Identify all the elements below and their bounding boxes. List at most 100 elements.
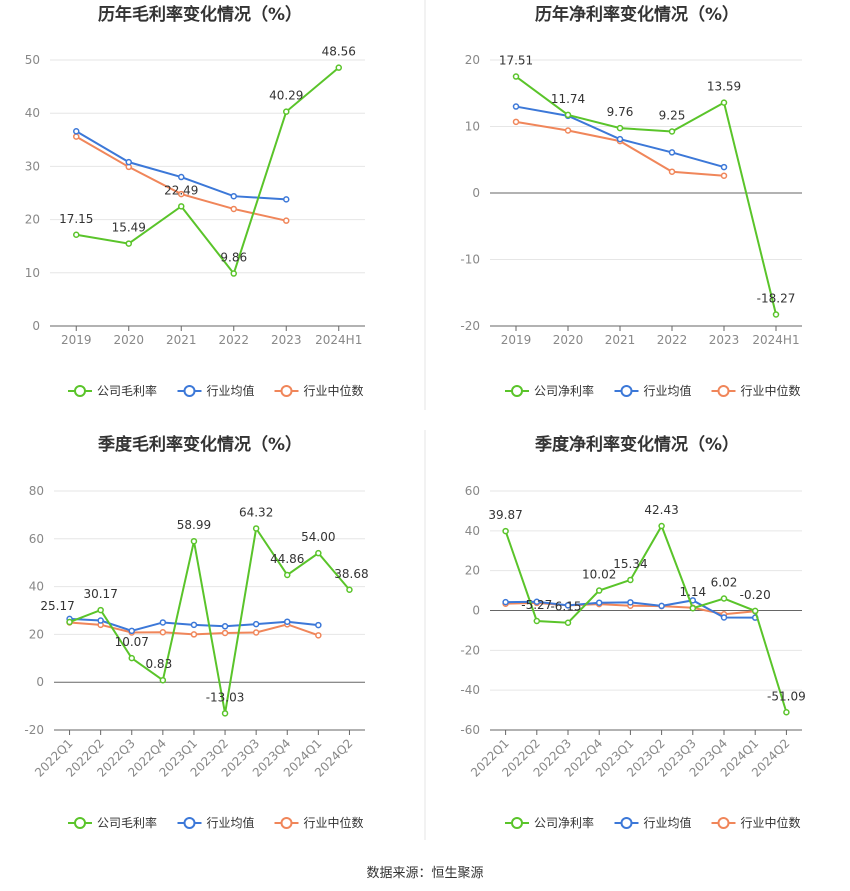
- data-point[interactable]: [668, 149, 676, 156]
- legend-item[interactable]: 公司净利率: [505, 815, 594, 830]
- data-point[interactable]: [720, 99, 728, 106]
- legend-item[interactable]: 行业中位数: [711, 383, 801, 398]
- legend-label: 行业均值: [644, 383, 692, 398]
- data-point[interactable]: [73, 133, 80, 140]
- data-point[interactable]: [512, 73, 520, 80]
- legend-item[interactable]: 公司毛利率: [68, 383, 157, 398]
- data-point[interactable]: [159, 628, 167, 636]
- x-tick-label: 2021: [605, 333, 636, 347]
- data-point[interactable]: [658, 522, 665, 530]
- data-label: -18.27: [757, 291, 796, 305]
- legend-item[interactable]: 行业均值: [177, 383, 255, 398]
- data-point[interactable]: [178, 203, 185, 210]
- data-label: 22.49: [164, 183, 198, 197]
- data-label: 10.07: [115, 635, 149, 649]
- data-point[interactable]: [315, 549, 322, 557]
- data-point[interactable]: [751, 607, 759, 615]
- data-point[interactable]: [159, 676, 167, 684]
- data-point[interactable]: [190, 631, 198, 638]
- data-point[interactable]: [125, 240, 132, 247]
- data-point[interactable]: [335, 64, 342, 71]
- data-label: 40.29: [269, 89, 303, 103]
- legend-item[interactable]: 行业中位数: [274, 815, 364, 830]
- data-point[interactable]: [564, 619, 572, 626]
- data-point[interactable]: [283, 196, 290, 203]
- legend-item[interactable]: 行业中位数: [711, 815, 801, 830]
- data-point[interactable]: [720, 172, 728, 179]
- data-point[interactable]: [283, 217, 290, 224]
- data-point[interactable]: [346, 586, 353, 594]
- legend-marker-icon: [183, 817, 196, 829]
- legend-item[interactable]: 行业均值: [177, 815, 255, 830]
- data-point[interactable]: [533, 617, 541, 625]
- data-point[interactable]: [627, 576, 634, 584]
- data-point[interactable]: [512, 103, 520, 110]
- data-point[interactable]: [783, 709, 790, 716]
- data-point[interactable]: [221, 710, 229, 717]
- data-point[interactable]: [502, 598, 509, 606]
- data-label: -0.20: [740, 588, 771, 602]
- data-point[interactable]: [73, 128, 80, 135]
- data-point[interactable]: [564, 602, 572, 609]
- data-point[interactable]: [252, 620, 260, 628]
- data-point[interactable]: [252, 629, 260, 636]
- y-tick-label: 40: [465, 524, 480, 538]
- data-point[interactable]: [97, 606, 104, 614]
- data-point[interactable]: [230, 270, 237, 277]
- data-point[interactable]: [689, 604, 697, 612]
- data-point[interactable]: [595, 587, 603, 594]
- data-point[interactable]: [159, 619, 167, 626]
- data-point[interactable]: [125, 158, 132, 166]
- data-point[interactable]: [533, 598, 541, 605]
- data-point[interactable]: [190, 621, 198, 629]
- data-point[interactable]: [230, 205, 237, 213]
- legend-item[interactable]: 行业均值: [614, 383, 692, 398]
- data-point[interactable]: [190, 537, 198, 545]
- data-point[interactable]: [97, 617, 104, 624]
- data-point[interactable]: [221, 629, 229, 637]
- data-point[interactable]: [221, 623, 229, 630]
- data-point[interactable]: [512, 118, 520, 126]
- data-point[interactable]: [73, 231, 80, 239]
- data-point[interactable]: [658, 602, 665, 610]
- y-tick-label: 30: [25, 159, 40, 173]
- data-point[interactable]: [668, 168, 676, 175]
- data-point[interactable]: [720, 163, 728, 171]
- data-point[interactable]: [772, 311, 780, 318]
- data-point[interactable]: [230, 192, 237, 200]
- data-point[interactable]: [595, 599, 603, 606]
- data-point[interactable]: [564, 127, 572, 134]
- data-point[interactable]: [178, 190, 185, 198]
- legend-label: 行业中位数: [304, 815, 364, 830]
- data-point[interactable]: [720, 614, 728, 621]
- y-tick-label: -10: [460, 253, 480, 267]
- data-point[interactable]: [720, 595, 728, 602]
- data-point[interactable]: [128, 654, 135, 662]
- data-point[interactable]: [66, 618, 73, 626]
- data-point[interactable]: [284, 571, 291, 579]
- legend-item[interactable]: 行业中位数: [274, 383, 364, 398]
- legend-item[interactable]: 公司毛利率: [68, 815, 157, 830]
- data-point[interactable]: [668, 128, 676, 135]
- legend-label: 公司净利率: [534, 383, 594, 398]
- data-point[interactable]: [502, 527, 509, 535]
- data-point[interactable]: [252, 525, 260, 532]
- legend-item[interactable]: 行业均值: [614, 815, 692, 830]
- data-point[interactable]: [284, 618, 291, 625]
- data-point[interactable]: [564, 111, 572, 119]
- data-point[interactable]: [315, 621, 322, 629]
- legend-item[interactable]: 公司净利率: [505, 383, 594, 398]
- data-label: 30.17: [83, 587, 117, 601]
- data-label: 9.25: [659, 108, 686, 122]
- data-point[interactable]: [627, 599, 634, 606]
- y-tick-label: 20: [29, 627, 44, 641]
- y-tick-label: -20: [460, 643, 480, 657]
- data-point[interactable]: [178, 173, 185, 181]
- data-point[interactable]: [616, 135, 624, 143]
- y-tick-label: 0: [36, 675, 44, 689]
- data-point[interactable]: [128, 627, 135, 635]
- data-point[interactable]: [616, 124, 624, 132]
- legend-marker-icon: [717, 817, 730, 829]
- data-point[interactable]: [315, 632, 322, 639]
- data-point[interactable]: [283, 108, 290, 115]
